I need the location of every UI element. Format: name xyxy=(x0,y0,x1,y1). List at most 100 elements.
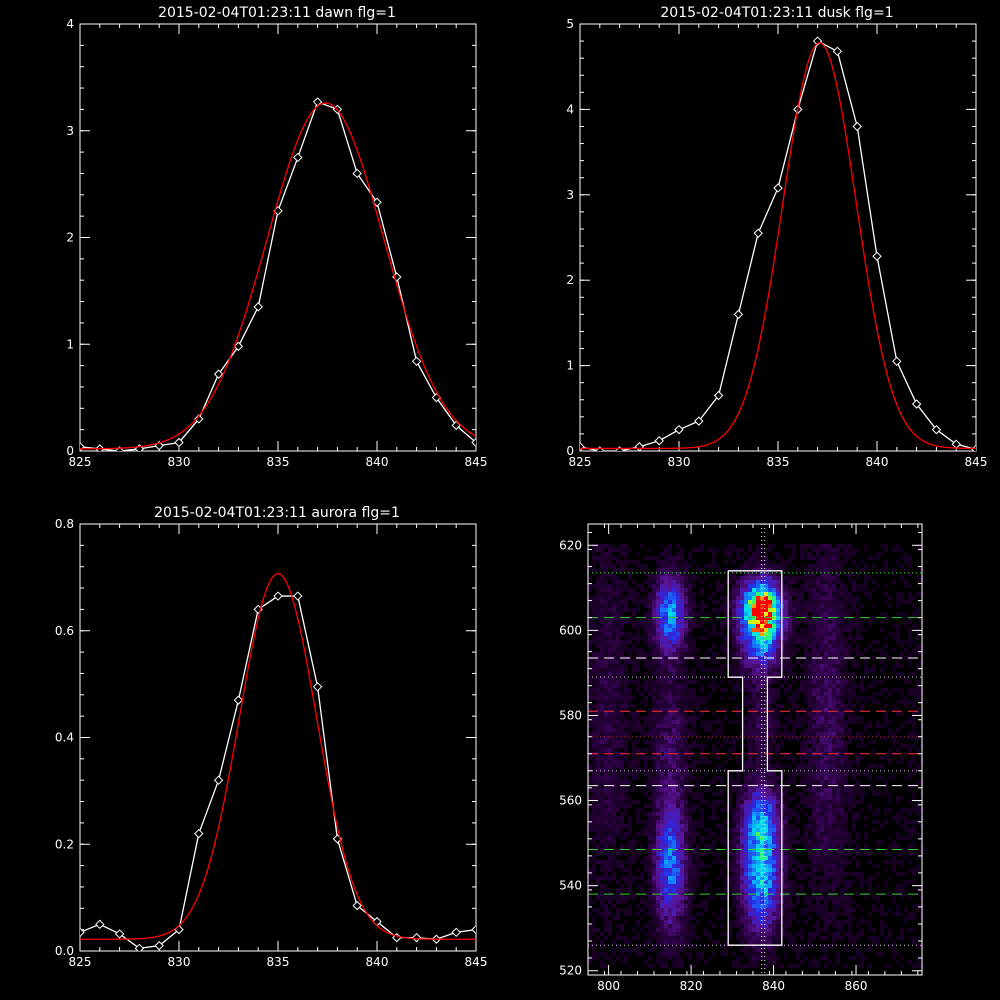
dawn-panel: 2015-02-04T01:23:11 dawn flg=1 825 830 835… xyxy=(66,5,487,469)
heatmap-cell xyxy=(832,568,836,572)
plot-frame xyxy=(79,23,477,452)
heatmap-cell xyxy=(660,760,664,764)
heatmap-cell xyxy=(908,744,912,748)
heatmap-cell xyxy=(612,592,616,596)
heatmap-cell xyxy=(812,612,816,616)
heatmap-cell xyxy=(916,644,920,648)
heatmap-cell xyxy=(652,780,656,784)
heatmap-cell xyxy=(840,552,844,556)
heatmap-cell xyxy=(632,760,636,764)
heatmap-cell xyxy=(744,744,748,748)
heatmap-cell xyxy=(588,816,592,820)
heatmap-cell xyxy=(888,656,892,660)
heatmap-cell xyxy=(700,600,704,604)
heatmap-cell xyxy=(800,764,804,768)
heatmap-cell xyxy=(660,712,664,716)
heatmap-cell xyxy=(680,688,684,692)
heatmap-cell xyxy=(656,568,660,572)
heatmap-cell xyxy=(740,620,744,624)
heatmap-cell xyxy=(736,684,740,688)
heatmap-cell xyxy=(884,568,888,572)
heatmap-cell xyxy=(812,796,816,800)
heatmap-cell xyxy=(836,652,840,656)
heatmap-cell xyxy=(756,672,760,676)
heatmap-cell xyxy=(692,560,696,564)
heatmap-cell xyxy=(816,828,820,832)
heatmap-cell xyxy=(588,696,592,700)
heatmap-cell xyxy=(740,672,744,676)
heatmap-cell xyxy=(856,784,860,788)
heatmap-cell xyxy=(676,800,680,804)
heatmap-cell xyxy=(828,696,832,700)
heatmap-cell xyxy=(644,832,648,836)
heatmap-cell xyxy=(840,584,844,588)
heatmap-cell xyxy=(784,592,788,596)
heatmap-cell xyxy=(836,612,840,616)
heatmap-cell xyxy=(628,736,632,740)
heatmap-cell xyxy=(744,628,748,632)
heatmap-cell xyxy=(908,632,912,636)
heatmap-cell xyxy=(724,636,728,640)
heatmap-cell xyxy=(828,620,832,624)
heatmap-cell xyxy=(816,596,820,600)
heatmap-cell xyxy=(600,672,604,676)
heatmap-cell xyxy=(692,700,696,704)
heatmap-cell xyxy=(836,756,840,760)
heatmap-cell xyxy=(684,740,688,744)
heatmap-cell xyxy=(828,712,832,716)
heatmap-cell xyxy=(756,548,760,552)
heatmap-cell xyxy=(840,684,844,688)
heatmap-cell xyxy=(916,632,920,636)
heatmap-cell xyxy=(604,696,608,700)
heatmap-cell xyxy=(728,792,732,796)
heatmap-cell xyxy=(696,568,700,572)
heatmap-cell xyxy=(672,572,676,576)
heatmap-cell xyxy=(776,744,780,748)
heatmap-cell xyxy=(752,788,756,792)
heatmap-cell xyxy=(684,812,688,816)
heatmap-cell xyxy=(752,664,756,668)
heatmap-cell xyxy=(796,632,800,636)
heatmap-cell xyxy=(800,544,804,548)
heatmap-cell xyxy=(592,560,596,564)
heatmap-cell xyxy=(728,808,732,812)
heatmap-cell xyxy=(592,800,596,804)
heatmap-cell xyxy=(700,824,704,828)
heatmap-cell xyxy=(860,684,864,688)
heatmap-cell xyxy=(740,608,744,612)
heatmap-cell xyxy=(592,724,596,728)
heatmap-cell xyxy=(744,612,748,616)
heatmap-cell xyxy=(760,748,764,752)
heatmap-cell xyxy=(720,648,724,652)
heatmap-cell xyxy=(688,624,692,628)
heatmap-cell xyxy=(612,844,616,848)
heatmap-cell xyxy=(756,720,760,724)
heatmap-cell xyxy=(744,660,748,664)
heatmap-cell xyxy=(736,736,740,740)
heatmap-cell xyxy=(684,748,688,752)
heatmap-cell xyxy=(600,568,604,572)
heatmap-cell xyxy=(672,840,676,844)
heatmap-cell xyxy=(676,592,680,596)
heatmap-cell xyxy=(668,728,672,732)
heatmap-cell xyxy=(828,800,832,804)
heatmap-cell xyxy=(636,820,640,824)
heatmap-cell xyxy=(912,672,916,676)
heatmap-cell xyxy=(760,652,764,656)
heatmap-cell xyxy=(684,732,688,736)
heatmap-cell xyxy=(752,728,756,732)
heatmap-cell xyxy=(648,600,652,604)
heatmap-cell xyxy=(884,636,888,640)
heatmap-cell xyxy=(740,660,744,664)
heatmap-cell xyxy=(768,548,772,552)
heatmap-cell xyxy=(608,636,612,640)
heatmap-cell xyxy=(744,552,748,556)
heatmap-cell xyxy=(908,636,912,640)
x-tick-label: 840 xyxy=(866,455,889,469)
data-point xyxy=(114,446,125,451)
heatmap-cell xyxy=(640,820,644,824)
heatmap-cell xyxy=(824,616,828,620)
heatmap-cell xyxy=(624,740,628,744)
heatmap-cell xyxy=(824,672,828,676)
heatmap-cell xyxy=(684,840,688,844)
